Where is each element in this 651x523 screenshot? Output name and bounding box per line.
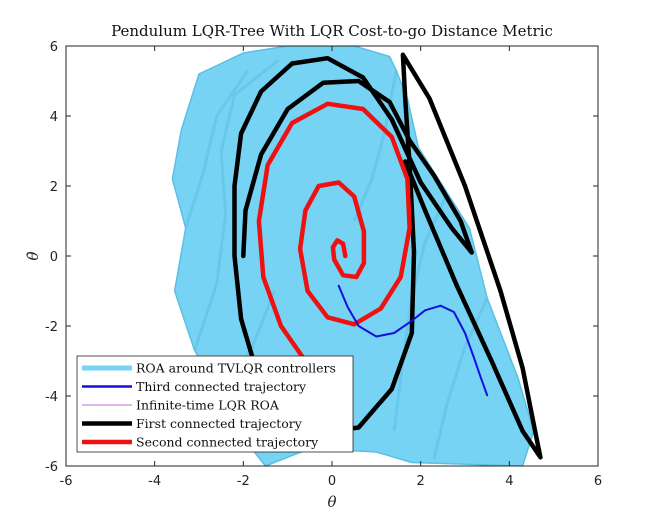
third-connected-trajectory-line <box>337 284 489 397</box>
roa-funnel-edge <box>184 69 250 229</box>
y-tick-label: -6 <box>45 460 58 475</box>
y-tick-label: -2 <box>45 320 58 335</box>
x-tick-label: 6 <box>594 474 602 489</box>
legend-entry-label: ROA around TVLQR controllers <box>136 361 336 376</box>
x-tick-label: -4 <box>148 474 161 489</box>
x-tick-label: 0 <box>328 474 336 489</box>
x-tick-label: 2 <box>417 474 425 489</box>
first-connected-trajectory-line <box>232 52 543 460</box>
x-tick-label: -6 <box>60 474 73 489</box>
legend-entry-label: Third connected trajectory <box>136 379 307 394</box>
x-axis-ticks: -6 -4 -2 0 2 4 6 <box>60 46 602 489</box>
legend-entry-label: First connected trajectory <box>136 416 303 431</box>
roa-funnel-edge <box>193 58 280 351</box>
y-tick-label: 4 <box>50 110 58 125</box>
y-axis-label: θ̇ <box>24 251 42 260</box>
legend-entry-label: Infinite-time LQR ROA <box>136 398 280 413</box>
x-axis-label: θ <box>327 493 336 511</box>
y-axis-ticks: -6 -4 -2 0 2 4 6 <box>45 40 598 475</box>
x-tick-label: 4 <box>505 474 513 489</box>
second-connected-trajectory-line <box>256 101 412 378</box>
legend-box <box>76 355 354 453</box>
legend-entry-label: Second connected trajectory <box>136 435 319 450</box>
chart-title: Pendulum LQR-Tree With LQR Cost-to-go Di… <box>111 22 553 40</box>
y-tick-label: 2 <box>50 180 58 195</box>
trajectories <box>232 52 543 460</box>
x-tick-label: -2 <box>237 474 250 489</box>
legend: ROA around TVLQR controllers Third connec… <box>76 355 354 453</box>
y-tick-label: 0 <box>50 250 58 265</box>
y-tick-label: -4 <box>45 390 58 405</box>
y-tick-label: 6 <box>50 40 58 55</box>
